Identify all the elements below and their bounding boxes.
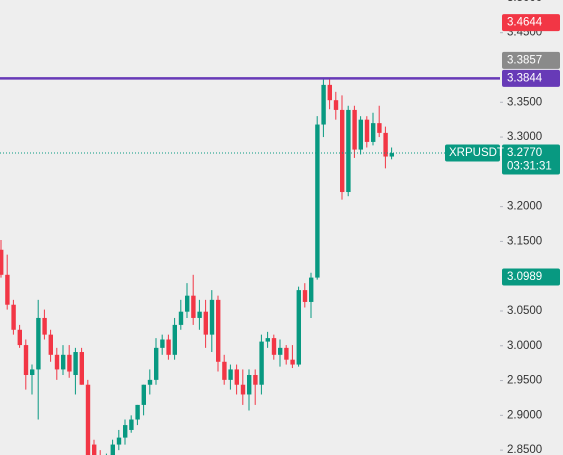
- candle-body: [166, 339, 171, 355]
- candle-body: [340, 109, 345, 193]
- candle-body: [371, 123, 376, 142]
- candle-body: [73, 352, 78, 375]
- candle-body: [247, 374, 252, 395]
- candle-body: [116, 437, 122, 445]
- y-tick-label: 3.3000: [507, 131, 542, 143]
- symbol-label: XRPUSDT: [449, 147, 504, 159]
- price-tag: [502, 14, 560, 32]
- price-tag: [502, 69, 560, 87]
- candle-body: [352, 109, 357, 150]
- candle-body: [383, 132, 388, 157]
- candle-body: [123, 425, 128, 438]
- y-tick-label: 3.2000: [507, 201, 542, 213]
- candle-body: [284, 347, 289, 360]
- y-tick-label: 2.9500: [507, 375, 542, 387]
- candle-body: [79, 352, 84, 385]
- y-tick-label: 2.8500: [507, 444, 542, 455]
- countdown: 03:31:31: [507, 161, 552, 173]
- y-tick-label: 3.0000: [507, 340, 542, 352]
- price-tag-label: 3.0989: [507, 271, 542, 283]
- plot-area: [0, 77, 500, 455]
- price-axis: 2.8500 2.9000 2.9500 3.0000 3.0500 3.1500 3.20…: [445, 0, 560, 455]
- candle-body: [389, 153, 394, 157]
- y-tick-label: 3.0500: [507, 305, 542, 317]
- candle-body: [5, 274, 10, 305]
- candle-body: [327, 84, 332, 101]
- price-tag: [502, 51, 560, 69]
- candle-body: [364, 119, 370, 142]
- candle-body: [302, 290, 308, 302]
- candle-body: [85, 384, 91, 455]
- candle-body: [154, 347, 159, 380]
- candle-body: [259, 341, 264, 385]
- candle-body: [278, 347, 283, 355]
- candle-body: [346, 109, 351, 193]
- candle-body: [377, 123, 382, 133]
- candle-body: [48, 334, 53, 355]
- candle-body: [172, 324, 177, 355]
- candle-body: [54, 354, 60, 370]
- candle-body: [30, 369, 35, 375]
- candle-body: [315, 124, 320, 278]
- candle-body: [358, 119, 363, 150]
- candle-body: [141, 384, 146, 405]
- candle-body: [234, 369, 239, 385]
- candle-body: [110, 444, 115, 455]
- candle-body: [228, 369, 233, 380]
- price-tag-label: 3.4644: [507, 17, 543, 29]
- candle-body: [296, 290, 301, 365]
- candle-body: [129, 419, 134, 430]
- candle-body: [321, 84, 326, 125]
- candle-body: [67, 354, 72, 372]
- candle-body: [17, 329, 22, 346]
- candle-body: [209, 299, 215, 335]
- candle-body: [135, 404, 140, 420]
- price-tag-label: 3.2770: [507, 147, 542, 159]
- price-tag-label: 3.3844: [507, 72, 543, 84]
- candle-body: [191, 295, 196, 318]
- candle-body: [197, 311, 202, 318]
- candle-body: [290, 359, 295, 365]
- candle-body: [240, 384, 246, 395]
- candle-body: [271, 338, 277, 355]
- candle-body: [36, 317, 41, 370]
- candle-body: [0, 249, 4, 275]
- candle-body: [42, 317, 47, 335]
- symbol-tag: [445, 144, 500, 162]
- candle-body: [216, 299, 221, 362]
- candle-body: [178, 311, 184, 325]
- candle-body: [253, 374, 258, 385]
- y-tick-label: 3.5000: [507, 0, 542, 4]
- candle-body: [185, 295, 190, 312]
- candle-body: [333, 100, 339, 110]
- candle-body: [222, 361, 227, 380]
- y-tick-label: 3.1500: [507, 235, 542, 247]
- candle-body: [11, 304, 16, 330]
- price-tag-label: 3.3857: [507, 54, 542, 66]
- candle-body: [265, 338, 270, 342]
- candle-body: [203, 311, 208, 335]
- candle-body: [160, 339, 165, 348]
- y-tick-label: 3.3500: [507, 96, 542, 108]
- candle-body: [92, 444, 97, 455]
- candle-body: [61, 354, 66, 370]
- price-tag: [502, 268, 560, 286]
- candle-body: [23, 345, 29, 375]
- price-tag: [502, 144, 560, 175]
- y-tick-label: 2.9000: [507, 409, 542, 421]
- candle-body: [147, 379, 153, 385]
- candle-body: [309, 277, 314, 302]
